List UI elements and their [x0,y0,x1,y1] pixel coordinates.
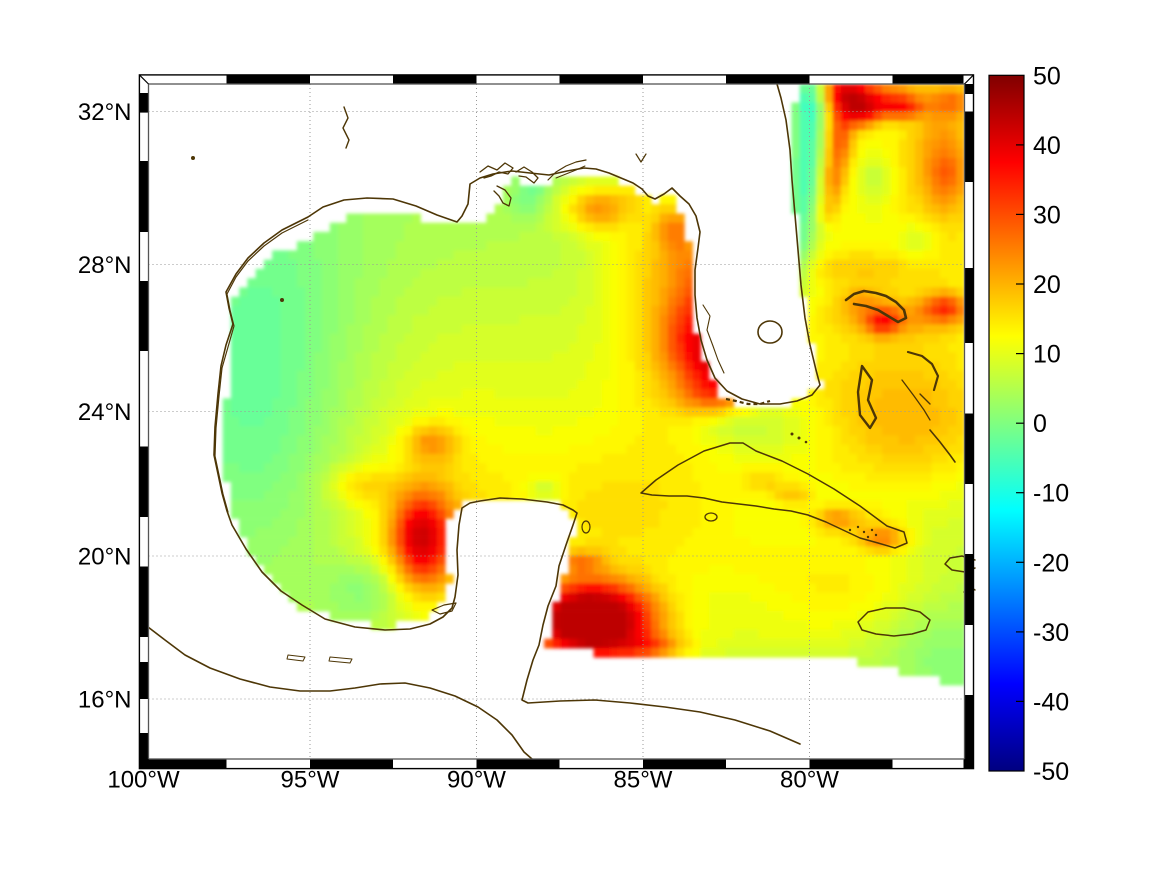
svg-text:85°W: 85°W [614,767,673,794]
svg-text:-20: -20 [1033,549,1069,577]
svg-text:80°W: 80°W [780,767,839,794]
svg-text:24°N: 24°N [78,399,132,426]
svg-text:-50: -50 [1033,758,1069,786]
svg-text:0: 0 [1033,410,1047,438]
svg-text:50: 50 [1033,62,1061,90]
svg-text:-10: -10 [1033,480,1069,508]
svg-text:-40: -40 [1033,688,1069,716]
svg-text:-30: -30 [1033,619,1069,647]
svg-text:95°W: 95°W [281,767,340,794]
svg-text:40: 40 [1033,132,1061,160]
svg-text:30: 30 [1033,201,1061,229]
svg-text:90°W: 90°W [447,767,506,794]
svg-text:20: 20 [1033,271,1061,299]
svg-text:20°N: 20°N [78,544,132,571]
svg-text:32°N: 32°N [78,99,132,126]
svg-text:16°N: 16°N [78,687,132,714]
svg-text:28°N: 28°N [78,252,132,279]
svg-text:10: 10 [1033,341,1061,369]
svg-text:100°W: 100°W [107,767,180,794]
